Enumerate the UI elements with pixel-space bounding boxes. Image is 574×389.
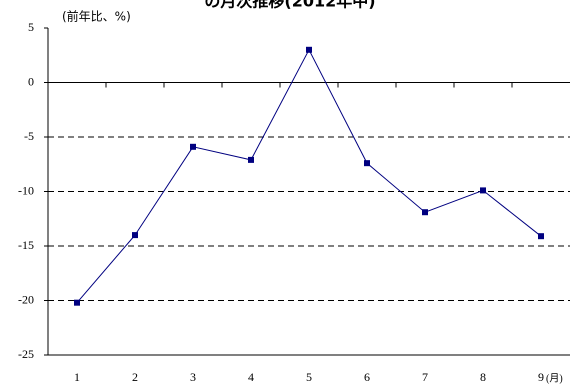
y-tick-label: -10 (18, 183, 34, 197)
y-tick-label: 0 (28, 74, 34, 88)
data-point (190, 143, 196, 150)
data-point (306, 46, 312, 53)
x-tick-label: 5 (306, 370, 312, 384)
y-tick-label: -15 (18, 238, 34, 252)
y-axis-label: (前年比、%) (62, 9, 131, 24)
y-tick-label: -5 (24, 129, 34, 143)
y-tick-label: -25 (18, 347, 34, 361)
data-point (480, 187, 486, 194)
data-point (538, 233, 544, 240)
data-point (74, 299, 80, 306)
chart-title: の月次推移(2012年中) (204, 0, 375, 11)
x-tick-label: 3 (190, 370, 196, 384)
x-tick-label: 2 (132, 370, 138, 384)
x-tick-label: 9 (538, 370, 544, 384)
x-tick-label: 6 (364, 370, 370, 384)
y-tick-label: 5 (28, 20, 34, 34)
data-point (422, 209, 428, 216)
series-line (76, 48, 542, 304)
y-tick-label: -20 (18, 292, 34, 306)
data-point (132, 232, 138, 239)
data-point (364, 160, 370, 167)
data-point (248, 156, 254, 163)
x-tick-label: 4 (248, 370, 254, 384)
x-tick-label: 8 (480, 370, 486, 384)
x-tick-label: 7 (422, 370, 428, 384)
x-tick-label: 1 (74, 370, 80, 384)
x-unit-label: (月) (546, 372, 563, 384)
